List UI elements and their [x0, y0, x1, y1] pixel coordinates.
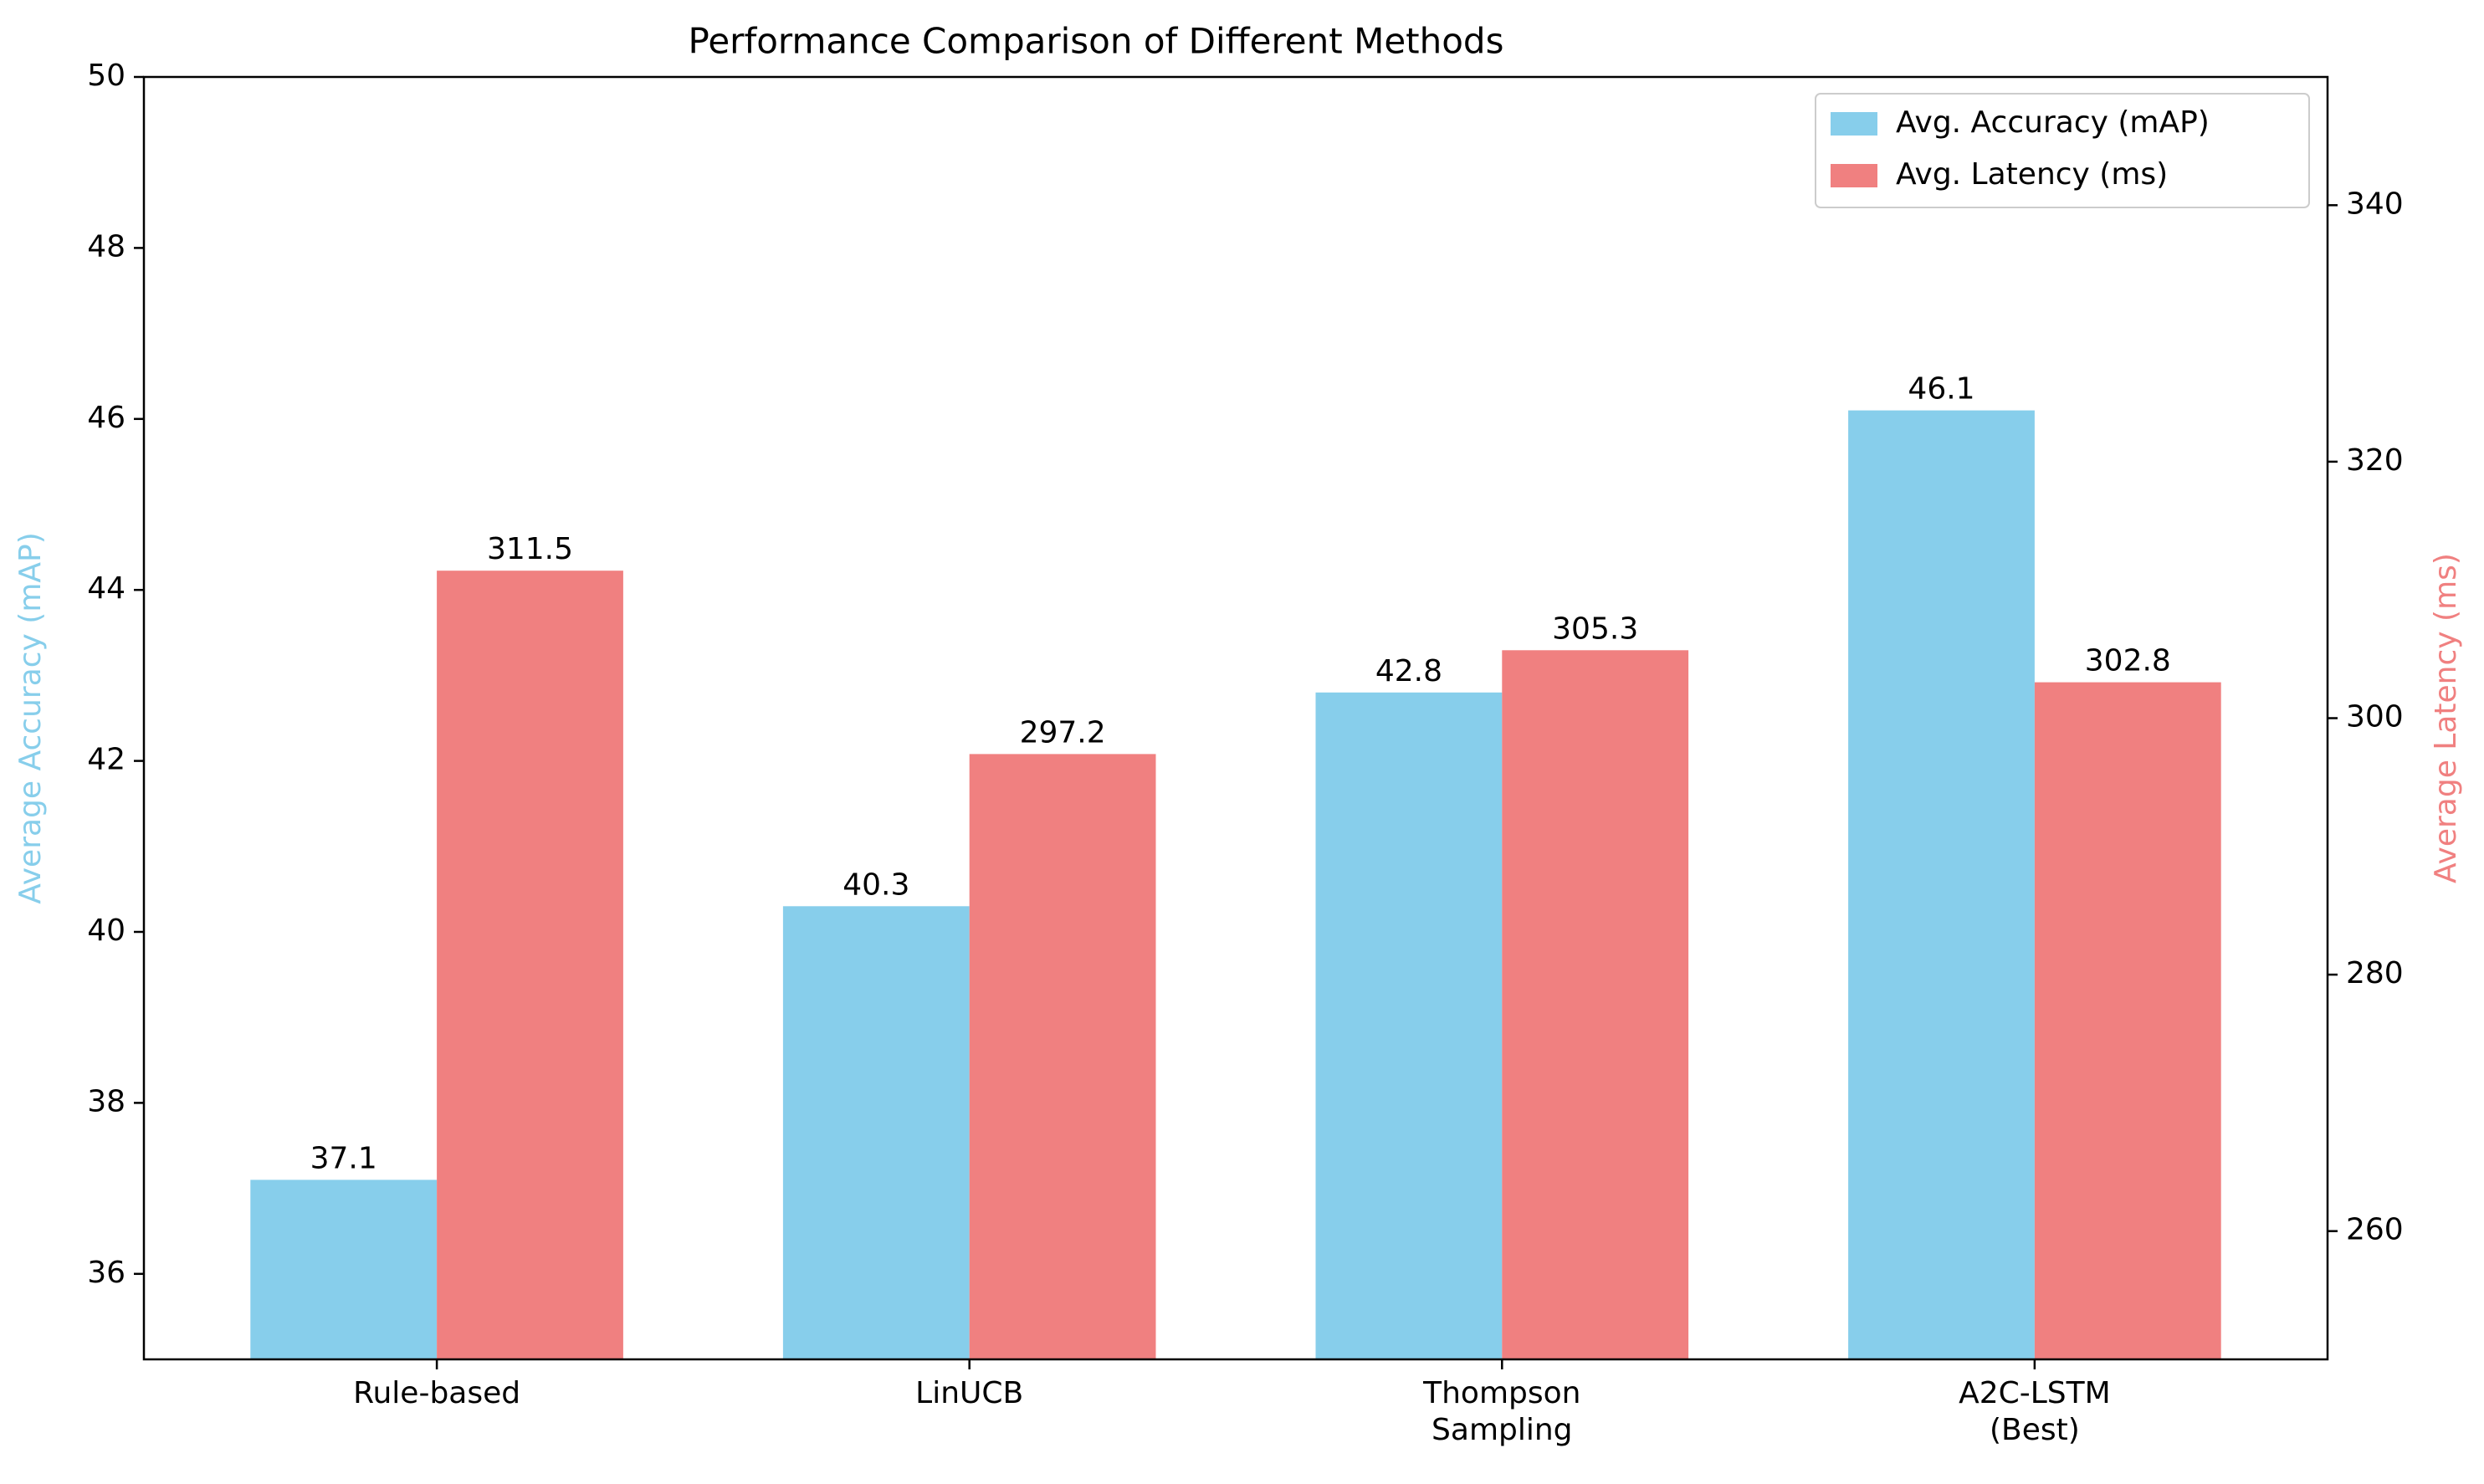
latency-bar [437, 571, 623, 1359]
y-left-tick-label: 44 [87, 571, 125, 606]
accuracy-bar [1315, 692, 1503, 1359]
y-right-tick-label: 300 [2346, 700, 2404, 734]
x-tick-label: LinUCB [915, 1376, 1023, 1410]
legend-accuracy-label: Avg. Accuracy (mAP) [1896, 105, 2210, 140]
y-left-tick-label: 46 [87, 401, 125, 435]
latency-data-label: 305.3 [1552, 612, 1638, 646]
latency-data-label: 311.5 [487, 532, 573, 566]
y-right-tick-label: 320 [2346, 443, 2404, 478]
latency-data-label: 302.8 [2085, 644, 2171, 678]
x-tick-label: Thompson [1422, 1376, 1580, 1410]
accuracy-data-label: 37.1 [310, 1141, 377, 1175]
y-left-tick-label: 42 [87, 743, 125, 777]
legend-box [1815, 93, 2310, 208]
accuracy-bar [1848, 410, 2035, 1360]
accuracy-bar [250, 1180, 438, 1359]
y-right-tick-label: 280 [2346, 956, 2404, 990]
legend-accuracy-swatch [1831, 112, 1877, 136]
latency-bar [1502, 650, 1689, 1359]
accuracy-data-label: 40.3 [843, 867, 909, 902]
y-left-tick-label: 38 [87, 1084, 125, 1118]
legend-latency-swatch [1831, 164, 1877, 187]
y-right-axis-label: Average Latency (ms) [2429, 553, 2463, 883]
y-right-tick-label: 340 [2346, 187, 2404, 221]
y-left-tick-label: 48 [87, 229, 125, 264]
accuracy-data-label: 42.8 [1375, 654, 1442, 688]
chart-title: Performance Comparison of Different Meth… [689, 21, 1504, 62]
y-left-tick-label: 40 [87, 913, 125, 948]
accuracy-bar [782, 906, 970, 1359]
x-tick-label: (Best) [1990, 1413, 2080, 1447]
latency-data-label: 297.2 [1020, 715, 1106, 750]
latency-bar [969, 754, 1156, 1359]
accuracy-data-label: 46.1 [1908, 372, 1974, 407]
y-left-tick-label: 50 [87, 59, 125, 93]
latency-bar [2034, 682, 2221, 1359]
x-tick-label: Sampling [1432, 1413, 1573, 1447]
legend-latency-label: Avg. Latency (ms) [1896, 157, 2168, 192]
x-tick-label: Rule-based [353, 1376, 520, 1410]
y-left-tick-label: 36 [87, 1256, 125, 1290]
y-right-tick-label: 260 [2346, 1213, 2404, 1247]
x-tick-label: A2C-LSTM [1959, 1376, 2111, 1410]
y-left-axis-label: Average Accuracy (mAP) [13, 532, 48, 904]
